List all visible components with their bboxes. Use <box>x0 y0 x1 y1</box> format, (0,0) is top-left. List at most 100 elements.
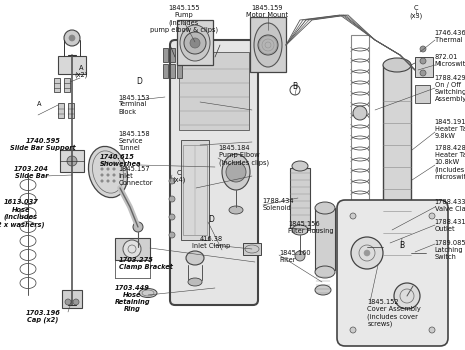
Text: 1740.615
Showerhea: 1740.615 Showerhea <box>100 154 142 167</box>
Circle shape <box>226 162 246 182</box>
Circle shape <box>350 327 356 333</box>
Bar <box>60 150 84 172</box>
Bar <box>58 103 64 118</box>
Ellipse shape <box>383 268 411 282</box>
Circle shape <box>64 30 80 46</box>
Bar <box>290 168 310 228</box>
Circle shape <box>101 180 103 182</box>
Ellipse shape <box>315 285 331 295</box>
Text: 416.38
Inlet Clamp: 416.38 Inlet Clamp <box>193 236 231 249</box>
Circle shape <box>429 327 435 333</box>
Ellipse shape <box>139 288 157 298</box>
Circle shape <box>133 222 143 232</box>
Ellipse shape <box>229 206 243 214</box>
Ellipse shape <box>254 23 282 67</box>
Bar <box>377 223 391 233</box>
Circle shape <box>184 32 206 54</box>
Bar <box>177 64 182 78</box>
Text: D: D <box>209 215 214 224</box>
Circle shape <box>113 162 115 164</box>
Text: 1845.156
Filter Housing: 1845.156 Filter Housing <box>288 220 334 233</box>
Text: 1788.434
Solenoid: 1788.434 Solenoid <box>263 198 294 211</box>
Bar <box>181 140 209 240</box>
Ellipse shape <box>180 25 210 61</box>
Text: 1703.204
Slide Bar: 1703.204 Slide Bar <box>14 166 49 179</box>
Circle shape <box>73 299 79 305</box>
Circle shape <box>67 156 77 166</box>
Circle shape <box>107 168 109 170</box>
Circle shape <box>258 35 278 55</box>
Bar <box>351 35 369 200</box>
Text: 1788.431
Outlet: 1788.431 Outlet <box>435 219 465 232</box>
Text: B: B <box>292 82 298 91</box>
Ellipse shape <box>292 225 308 235</box>
Text: 1740.595
Slide Bar Support: 1740.595 Slide Bar Support <box>10 138 76 152</box>
Text: 1788.433
Valve Clamp: 1788.433 Valve Clamp <box>435 199 465 212</box>
Bar <box>170 64 175 78</box>
Text: B: B <box>399 241 405 251</box>
Text: 1789.085
Latching
Switch: 1789.085 Latching Switch <box>435 240 465 260</box>
Bar <box>64 78 70 92</box>
Bar <box>163 64 168 78</box>
Bar <box>415 57 433 77</box>
Bar <box>315 208 335 270</box>
Text: 1845.157
Inlet
Connector: 1845.157 Inlet Connector <box>119 166 153 186</box>
Text: 1845.152
Cover Assembly
(includes cover
screws): 1845.152 Cover Assembly (includes cover … <box>367 299 421 327</box>
Text: 1845.160
Filter: 1845.160 Filter <box>279 250 311 263</box>
Bar <box>58 56 86 74</box>
Circle shape <box>364 250 370 256</box>
Bar <box>179 52 249 130</box>
Circle shape <box>123 240 141 258</box>
Circle shape <box>394 283 420 309</box>
Circle shape <box>420 70 426 76</box>
Circle shape <box>65 299 71 305</box>
Text: 1845.191
Heater Tank
9.8kW: 1845.191 Heater Tank 9.8kW <box>435 119 465 139</box>
Bar <box>54 78 60 92</box>
Text: D: D <box>137 77 142 86</box>
Bar <box>177 20 213 65</box>
Bar <box>177 48 182 62</box>
Text: 1703.275
Clamp Bracket: 1703.275 Clamp Bracket <box>119 257 173 271</box>
Circle shape <box>107 162 109 164</box>
Text: 1845.184
Pump Elbow
(includes clips): 1845.184 Pump Elbow (includes clips) <box>219 145 269 166</box>
Ellipse shape <box>315 266 335 278</box>
Circle shape <box>113 180 115 182</box>
Text: C
(x4): C (x4) <box>173 170 186 183</box>
FancyBboxPatch shape <box>170 40 258 305</box>
Circle shape <box>351 237 383 269</box>
Text: 1613.037
Hose
(includes
2 x washers): 1613.037 Hose (includes 2 x washers) <box>0 199 45 228</box>
Bar <box>68 103 74 118</box>
Ellipse shape <box>188 278 202 286</box>
Circle shape <box>113 168 115 170</box>
Text: 1788.429
On / Off
Switching
Assembly: 1788.429 On / Off Switching Assembly <box>435 75 465 102</box>
Circle shape <box>101 174 103 176</box>
Circle shape <box>295 251 305 261</box>
Circle shape <box>101 168 103 170</box>
Ellipse shape <box>88 146 127 198</box>
Circle shape <box>169 232 175 238</box>
Ellipse shape <box>383 58 411 72</box>
Ellipse shape <box>222 154 250 190</box>
Text: C
(x3): C (x3) <box>410 5 423 19</box>
Circle shape <box>113 174 115 176</box>
Bar <box>412 241 426 263</box>
Circle shape <box>429 213 435 219</box>
Text: 1845.158
Service
Tunnel: 1845.158 Service Tunnel <box>119 131 150 151</box>
Circle shape <box>169 178 175 184</box>
Bar <box>183 145 207 235</box>
Circle shape <box>107 180 109 182</box>
Text: A
(x2): A (x2) <box>75 65 88 78</box>
Bar <box>62 290 82 308</box>
Bar <box>243 243 261 255</box>
Ellipse shape <box>315 202 335 214</box>
Circle shape <box>353 106 367 120</box>
Bar <box>415 85 430 103</box>
Bar <box>115 238 150 260</box>
Circle shape <box>169 196 175 202</box>
Circle shape <box>69 35 75 41</box>
Text: 1703.449
Hose
Retaining
Ring: 1703.449 Hose Retaining Ring <box>115 285 150 313</box>
Text: 872.01
Microswitch: 872.01 Microswitch <box>435 54 465 67</box>
Bar <box>383 65 411 275</box>
Bar <box>250 17 286 72</box>
Text: 1845.153
Terminal
Block: 1845.153 Terminal Block <box>119 94 150 114</box>
